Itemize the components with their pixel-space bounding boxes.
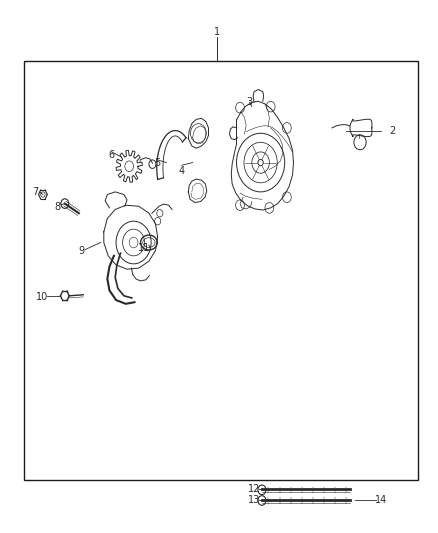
Text: 9: 9 [78, 246, 84, 255]
Bar [24, 61, 418, 480]
Text: 1: 1 [214, 27, 220, 37]
Text: 8: 8 [54, 202, 60, 212]
Text: 6: 6 [109, 150, 115, 159]
Text: 12: 12 [248, 484, 260, 494]
Text: 4: 4 [179, 166, 185, 175]
Text: 7: 7 [32, 187, 38, 197]
Text: 13: 13 [248, 495, 260, 505]
Text: 11: 11 [138, 243, 151, 253]
Text: 14: 14 [375, 495, 387, 505]
Text: 10: 10 [35, 292, 48, 302]
Text: 2: 2 [389, 126, 395, 135]
Text: 3: 3 [247, 98, 253, 107]
Text: 5: 5 [155, 158, 161, 167]
